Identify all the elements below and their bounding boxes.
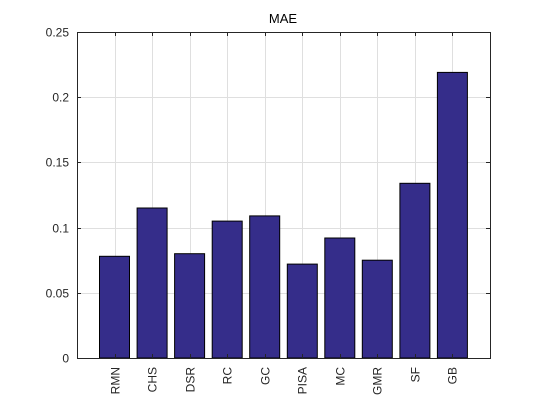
x-tick-label-rmn: RMN [109, 367, 123, 394]
y-tick-label: 0.05 [46, 287, 70, 301]
bar-sf [399, 182, 431, 359]
x-tick-label-gmr: GMR [371, 367, 385, 395]
axes-frame [77, 32, 491, 359]
x-tick-label-chs: CHS [146, 367, 160, 392]
x-tick-label-rc: RC [221, 367, 235, 385]
bar-dsr [174, 253, 206, 359]
y-tick-label: 0.2 [52, 91, 69, 105]
y-tick-label: 0 [62, 352, 69, 366]
x-tick-label-pisa: PISA [296, 367, 310, 394]
chart-title: MAE [269, 11, 298, 26]
bar-chs [136, 207, 168, 359]
bar-mc [324, 237, 356, 359]
x-tick-label-gb: GB [446, 367, 460, 384]
bar-gmr [361, 259, 393, 359]
x-axis-ticks: RMN CHS DSR RC GC PISA MC GMR SF GB [109, 32, 460, 395]
x-tick-label-mc: MC [334, 367, 348, 386]
x-tick-label-sf: SF [409, 367, 423, 382]
bar-gb [436, 71, 468, 359]
y-tick-label: 0.15 [46, 156, 70, 170]
bar-pisa [286, 263, 318, 359]
y-tick-label: 0.1 [52, 222, 69, 236]
axes-box [77, 32, 491, 359]
x-tick-label-dsr: DSR [184, 367, 198, 393]
y-tick-label: 0.25 [46, 26, 70, 40]
bar-gc [249, 215, 281, 359]
bar-rmn [99, 255, 130, 359]
bars [99, 71, 468, 359]
bar-rc [211, 220, 243, 359]
y-axis-ticks: 0 0.05 0.1 0.15 0.2 0.25 [46, 26, 490, 366]
x-tick-label-gc: GC [259, 367, 273, 385]
